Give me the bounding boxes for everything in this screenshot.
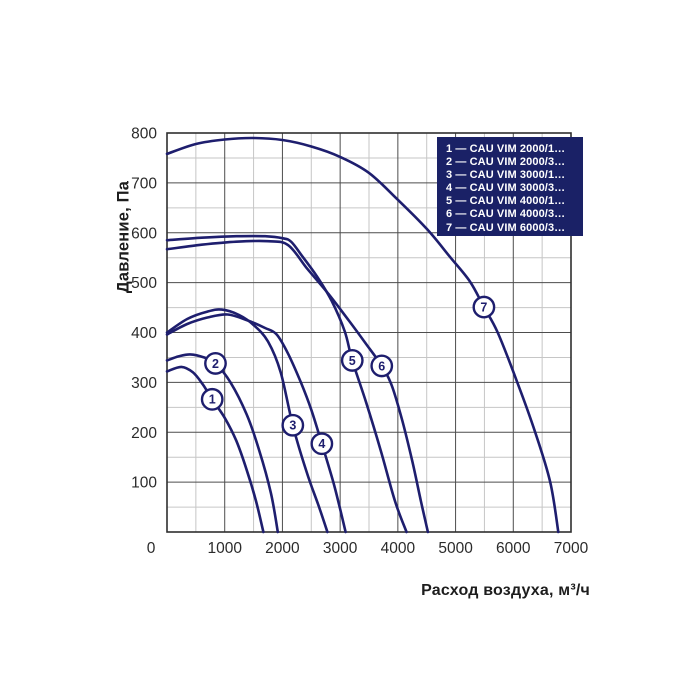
y-tick-label: 600: [131, 225, 157, 242]
x-tick-label: 2000: [265, 540, 300, 557]
legend: 1 — CAU VIM 2000/1… 2 — CAU VIM 2000/3… 3 …: [437, 137, 583, 236]
x-tick-label: 1000: [207, 540, 242, 557]
curve-marker-6: 6: [370, 354, 394, 378]
y-tick-label: 200: [131, 425, 157, 442]
x-tick-label: 7000: [554, 540, 589, 557]
y-tick-label: 400: [131, 325, 157, 342]
legend-entry: 4 — CAU VIM 3000/3…: [446, 182, 566, 195]
curve-marker-label-4: 4: [318, 437, 325, 451]
x-tick-label: 3000: [323, 540, 358, 557]
curve-6: [165, 239, 430, 534]
x-tick-label: 5000: [438, 540, 473, 557]
curve-2: [165, 353, 280, 534]
curve-marker-4: 4: [310, 432, 334, 456]
legend-entry: 2 — CAU VIM 2000/3…: [446, 156, 566, 169]
curve-marker-label-1: 1: [209, 393, 216, 407]
curve-marker-3: 3: [281, 413, 305, 437]
legend-entry: 7 — CAU VIM 6000/3…: [446, 221, 566, 234]
curve-marker-5: 5: [340, 349, 364, 372]
curve-marker-2: 2: [204, 352, 227, 375]
curve-marker-label-7: 7: [480, 300, 487, 314]
curve-marker-label-2: 2: [212, 357, 219, 371]
x-tick-label: 4000: [381, 540, 416, 557]
y-tick-label: 300: [131, 375, 157, 392]
x-tick-label: 0: [147, 540, 156, 557]
x-axis-title: Расход воздуха, м³/ч: [421, 582, 590, 599]
y-tick-label: 700: [131, 175, 157, 192]
curve-7: [165, 136, 560, 534]
curve-3: [165, 308, 329, 534]
x-axis-tick-labels: 0 1000 2000 3000 4000 5000 6000 7000: [147, 540, 589, 557]
curve-marker-1: 1: [200, 387, 224, 411]
y-axis-title: Давление, Па: [114, 180, 133, 294]
legend-entry: 3 — CAU VIM 3000/1…: [446, 169, 566, 182]
curve-marker-label-3: 3: [289, 419, 296, 433]
curve-marker-7: 7: [472, 295, 496, 319]
y-tick-label: 100: [131, 475, 157, 492]
curve-marker-label-5: 5: [349, 354, 356, 368]
legend-entry: 1 — CAU VIM 2000/1…: [446, 143, 566, 155]
curve-marker-label-6: 6: [378, 359, 385, 373]
x-tick-label: 6000: [496, 540, 531, 557]
curve-5: [165, 234, 408, 534]
legend-entry: 6 — CAU VIM 4000/3…: [446, 208, 566, 221]
y-tick-label: 500: [131, 275, 157, 292]
y-axis-tick-labels: 100 200 300 400 500 600 700 800: [131, 126, 157, 492]
y-tick-label: 800: [131, 126, 157, 143]
legend-entry: 5 — CAU VIM 4000/1…: [446, 195, 566, 208]
